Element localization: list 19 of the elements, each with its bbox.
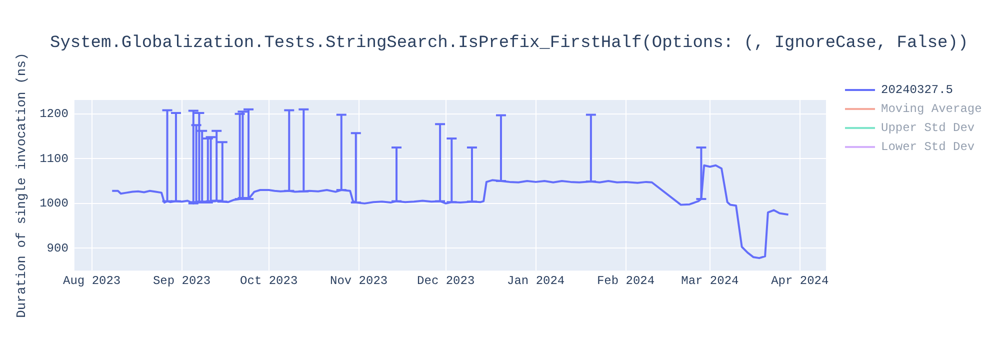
legend-label: Moving Average	[881, 102, 982, 116]
legend-label: 20240327.5	[881, 82, 954, 96]
x-tick-label: Apr 2024	[771, 274, 829, 288]
y-tick-label: 900	[46, 241, 68, 256]
y-axis-title: Duration of single invocation (ns)	[14, 52, 30, 318]
legend-label: Upper Std Dev	[881, 120, 975, 134]
legend-label: Lower Std Dev	[881, 140, 975, 154]
y-tick-label: 1200	[40, 107, 68, 122]
y-tick-label: 1000	[40, 196, 68, 211]
x-tick-label: Nov 2023	[330, 274, 388, 288]
y-tick-label: 1100	[40, 152, 68, 166]
x-tick-label: Sep 2023	[152, 274, 211, 288]
x-tick-label: Dec 2023	[417, 274, 475, 288]
x-tick-label: Oct 2023	[240, 274, 298, 288]
x-tick-label: Feb 2024	[596, 274, 655, 288]
chart-title: System.Globalization.Tests.StringSearch.IsPrefix_FirstHalf(Options: (, IgnoreCase, False))	[50, 34, 968, 53]
x-tick-label: Aug 2023	[63, 274, 121, 288]
x-tick-label: Jan 2024	[507, 274, 565, 288]
x-tick-label: Mar 2024	[681, 274, 739, 288]
